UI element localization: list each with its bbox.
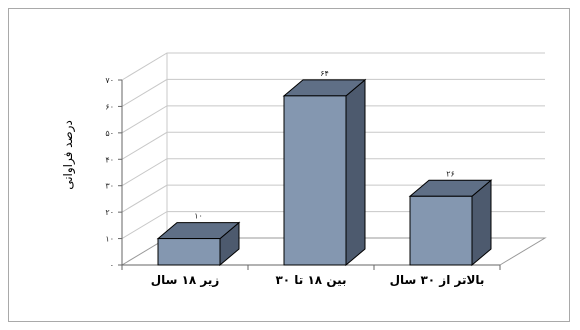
- bar-front: [283, 95, 347, 266]
- bar-side: [345, 78, 366, 267]
- bar: [156, 221, 241, 267]
- gridline: [121, 52, 545, 81]
- y-tick-label: ۲۰: [105, 208, 114, 217]
- data-label: ۱۰: [194, 212, 203, 221]
- y-tick-label: ۶۰: [105, 102, 114, 111]
- data-labels: ۱۰ ۶۴ ۲۶: [194, 69, 455, 221]
- y-tick-label: ۳۰: [105, 182, 114, 191]
- bar: [282, 78, 367, 267]
- bar-front: [409, 195, 473, 266]
- data-label: ۶۴: [320, 69, 329, 78]
- category-labels: زیر ۱۸ سال بین ۱۸ تا ۳۰ بالاتر از ۳۰ سال: [151, 273, 485, 287]
- data-label: ۲۶: [446, 169, 455, 178]
- y-tick-label: ۱۰: [105, 235, 114, 244]
- bar: [408, 179, 493, 267]
- y-tick-label: ۴۰: [105, 155, 114, 164]
- x-tick-label: بالاتر از ۳۰ سال: [390, 273, 485, 287]
- y-tick-label: ۰: [110, 261, 114, 270]
- y-axis-title: درصد فراوانی: [61, 120, 76, 190]
- bars: [156, 78, 493, 267]
- x-tick-label: زیر ۱۸ سال: [151, 273, 220, 287]
- bar-front: [157, 238, 221, 266]
- gridlines: [121, 52, 547, 266]
- x-tick-label: بین ۱۸ تا ۳۰: [275, 273, 346, 287]
- y-tick-labels: ۰ ۱۰ ۲۰ ۳۰ ۴۰ ۵۰ ۶۰ ۷۰: [105, 76, 114, 270]
- y-tick-label: ۷۰: [105, 76, 114, 85]
- y-tick-label: ۵۰: [105, 129, 114, 138]
